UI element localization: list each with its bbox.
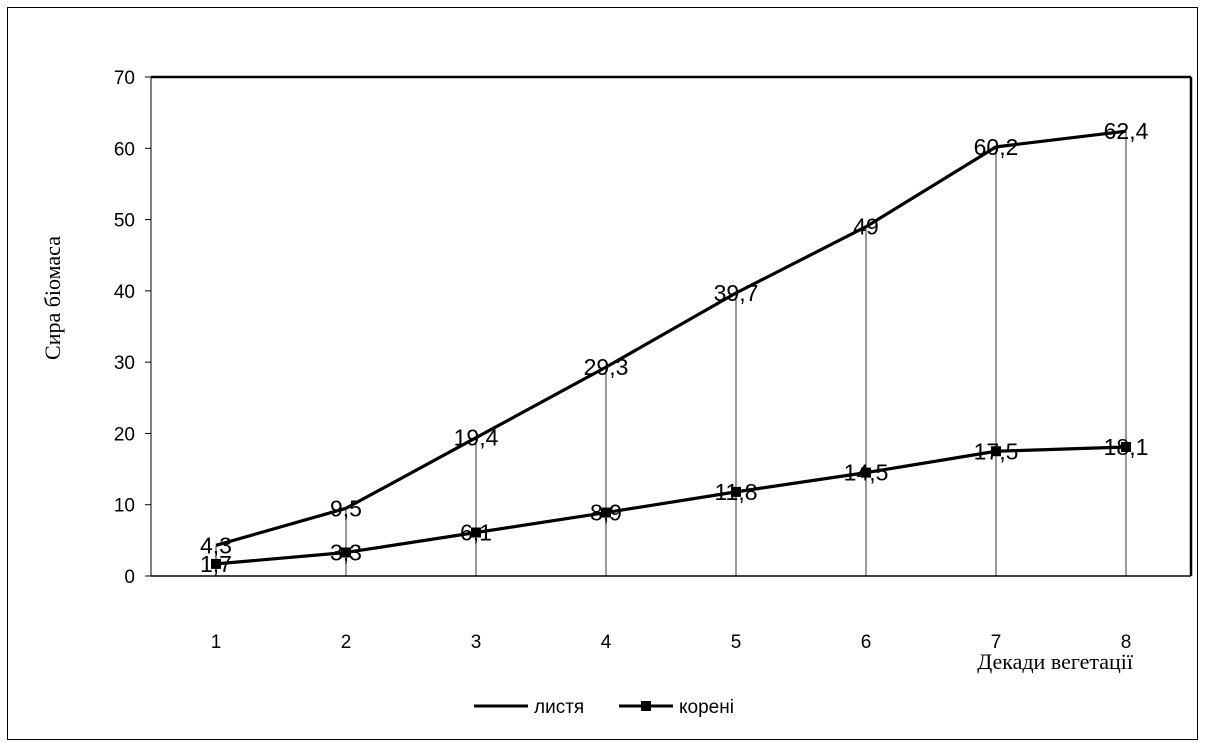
- legend-label-leaves: листя: [534, 697, 584, 718]
- y-tick-label: 40: [114, 282, 135, 303]
- data-label: 62,4: [1104, 118, 1149, 144]
- data-label: 29,3: [584, 354, 629, 380]
- data-point-marker: [731, 486, 741, 497]
- chart-frame: [7, 7, 1198, 740]
- data-label: 11,8: [714, 479, 757, 505]
- y-tick-label: 70: [114, 68, 135, 89]
- data-label: 4,3: [200, 532, 232, 558]
- data-label: 8,9: [590, 500, 622, 526]
- series-line-roots: [215, 445, 1127, 566]
- data-label: 3,3: [330, 539, 362, 565]
- legend: листя корені: [474, 697, 734, 718]
- series-line-leaves: [215, 129, 1127, 547]
- data-label: 1,7: [200, 551, 232, 577]
- y-tick-label: 30: [114, 353, 135, 374]
- data-labels: 4,3 9,5 19,4 29,3 39,7 49 60,2 62,4 1,7 3,3 6,1 8,9…: [200, 118, 1149, 577]
- drop-lines: [215, 131, 1127, 576]
- data-label: 60,2: [974, 134, 1019, 160]
- legend-marker-roots: [641, 701, 651, 711]
- data-point-marker: [211, 558, 221, 569]
- data-point-marker: [471, 527, 481, 538]
- data-point-marker: [601, 507, 611, 518]
- y-tick-label: 10: [114, 496, 135, 517]
- x-tick-label: 3: [471, 632, 482, 653]
- x-tick-label: 4: [601, 632, 612, 653]
- y-tick-label: 0: [124, 567, 135, 588]
- x-tick-label: 5: [731, 632, 742, 653]
- data-label: 39,7: [714, 280, 759, 306]
- data-label: 6,1: [460, 520, 492, 546]
- x-tick-label: 1: [211, 632, 222, 653]
- x-tick-label: 8: [1121, 632, 1132, 653]
- y-axis-title: Сира біомаса: [40, 236, 65, 360]
- y-tick-label: 50: [114, 211, 135, 232]
- x-tick-label: 2: [341, 632, 352, 653]
- data-label: 14,5: [844, 460, 889, 486]
- x-axis-title: Декади вегетації: [977, 649, 1134, 674]
- data-point-marker: [341, 547, 351, 558]
- data-label: 19,4: [454, 425, 499, 451]
- plot-area: 0 10 20 30 40 50 60 70 1 2 3 4 5 6 7 8: [114, 68, 1193, 653]
- legend-label-roots: корені: [679, 697, 734, 718]
- y-tick-label: 60: [114, 139, 135, 160]
- data-point-marker: [861, 467, 871, 478]
- data-point-marker: [1121, 441, 1131, 452]
- data-label: 17,5: [974, 438, 1019, 464]
- series-lines: [211, 129, 1131, 569]
- data-label: 49: [853, 214, 879, 240]
- x-tick-label: 7: [991, 632, 1002, 653]
- y-tick-label: 20: [114, 424, 135, 445]
- data-point-marker: [991, 446, 1001, 457]
- x-tick-label: 6: [861, 632, 872, 653]
- data-label: 18,1: [1104, 434, 1149, 460]
- data-label: 9,5: [330, 495, 362, 521]
